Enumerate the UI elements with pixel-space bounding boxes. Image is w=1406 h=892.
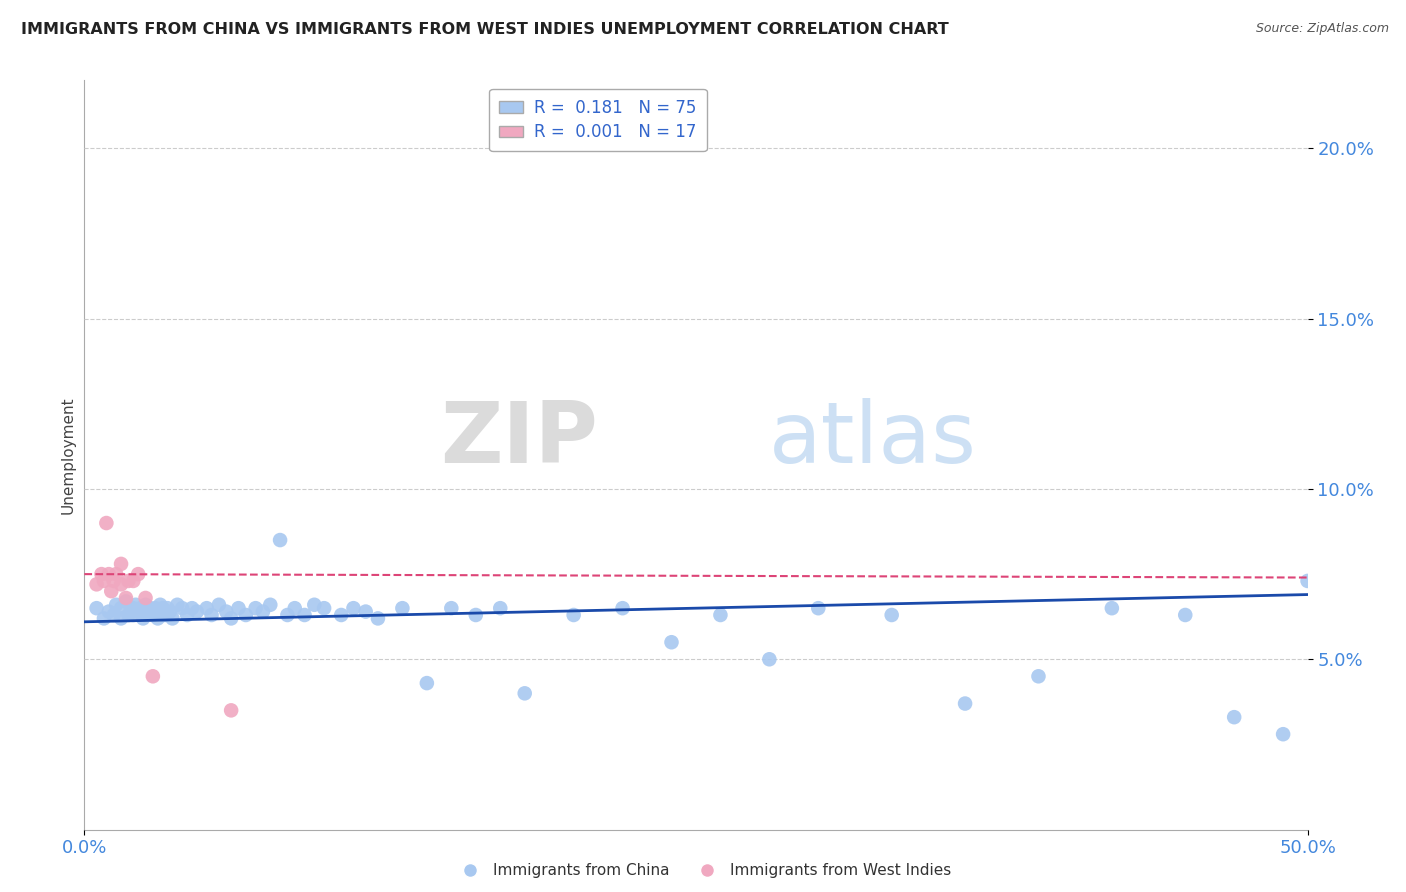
Point (115, 591, 138, 605)
Point (142, 607, 165, 622)
Point (391, 601, 413, 615)
Point (127, 605, 149, 619)
Point (105, 598, 128, 612)
Text: Source: ZipAtlas.com: Source: ZipAtlas.com (1256, 22, 1389, 36)
Point (97, 605, 120, 619)
Point (284, 601, 307, 615)
Point (1272, 727, 1295, 741)
Point (135, 591, 157, 605)
Point (122, 601, 145, 615)
Point (90, 567, 112, 582)
Legend: R =  0.181   N = 75, R =  0.001   N = 17: R = 0.181 N = 75, R = 0.001 N = 17 (489, 88, 707, 152)
Text: ZIP: ZIP (440, 399, 598, 482)
Point (103, 574, 125, 588)
Point (135, 598, 157, 612)
Point (416, 676, 439, 690)
Point (122, 574, 145, 588)
Y-axis label: Unemployment: Unemployment (60, 396, 76, 514)
Point (464, 607, 486, 622)
Legend: Immigrants from China, Immigrants from West Indies: Immigrants from China, Immigrants from W… (449, 857, 957, 884)
Point (156, 601, 179, 615)
Point (135, 607, 157, 622)
Point (228, 601, 250, 615)
Point (100, 584, 122, 599)
Point (181, 601, 204, 615)
Point (208, 598, 231, 612)
Point (129, 601, 152, 615)
Point (1223, 710, 1246, 724)
Point (132, 611, 155, 625)
Point (440, 601, 463, 615)
Point (304, 598, 326, 612)
Point (146, 605, 169, 619)
Point (117, 574, 139, 588)
Point (143, 601, 166, 615)
Point (172, 601, 194, 615)
Point (314, 601, 336, 615)
Point (110, 557, 132, 571)
Point (259, 598, 281, 612)
Point (235, 607, 257, 622)
Point (146, 611, 169, 625)
Point (159, 605, 181, 619)
Point (153, 607, 176, 622)
Point (276, 607, 298, 622)
Point (807, 601, 830, 615)
Point (513, 686, 536, 700)
Point (1174, 607, 1197, 622)
Point (120, 601, 142, 615)
Point (354, 605, 377, 619)
Point (152, 601, 174, 615)
Point (139, 601, 162, 615)
Point (117, 607, 139, 622)
Point (86, 577, 108, 591)
Point (758, 652, 780, 666)
Point (110, 611, 132, 625)
Point (93, 574, 115, 588)
Point (252, 605, 274, 619)
Point (219, 611, 242, 625)
Point (219, 703, 242, 717)
Point (245, 601, 267, 615)
Point (110, 577, 132, 591)
Point (489, 601, 512, 615)
Point (115, 594, 138, 608)
Point (176, 607, 198, 622)
Point (1028, 669, 1050, 683)
Point (342, 601, 364, 615)
Point (149, 598, 172, 612)
Point (367, 611, 389, 625)
Point (661, 635, 683, 649)
Text: atlas: atlas (769, 399, 977, 482)
Point (96, 516, 118, 530)
Point (97, 567, 120, 582)
Point (110, 601, 132, 615)
Point (709, 607, 731, 622)
Point (136, 605, 159, 619)
Point (162, 611, 184, 625)
Point (93, 611, 115, 625)
Point (127, 567, 149, 582)
Text: IMMIGRANTS FROM CHINA VS IMMIGRANTS FROM WEST INDIES UNEMPLOYMENT CORRELATION CH: IMMIGRANTS FROM CHINA VS IMMIGRANTS FROM… (21, 22, 949, 37)
Point (269, 533, 291, 547)
Point (103, 607, 125, 622)
Point (880, 607, 903, 622)
Point (195, 601, 218, 615)
Point (86, 601, 108, 615)
Point (125, 598, 148, 612)
Point (122, 607, 145, 622)
Point (1296, 574, 1319, 588)
Point (1101, 601, 1123, 615)
Point (612, 601, 634, 615)
Point (105, 567, 128, 582)
Point (562, 607, 585, 622)
Point (953, 697, 976, 711)
Point (166, 598, 188, 612)
Point (186, 605, 208, 619)
Point (200, 607, 222, 622)
Point (215, 605, 238, 619)
Point (142, 669, 165, 683)
Point (294, 607, 316, 622)
Point (330, 607, 353, 622)
